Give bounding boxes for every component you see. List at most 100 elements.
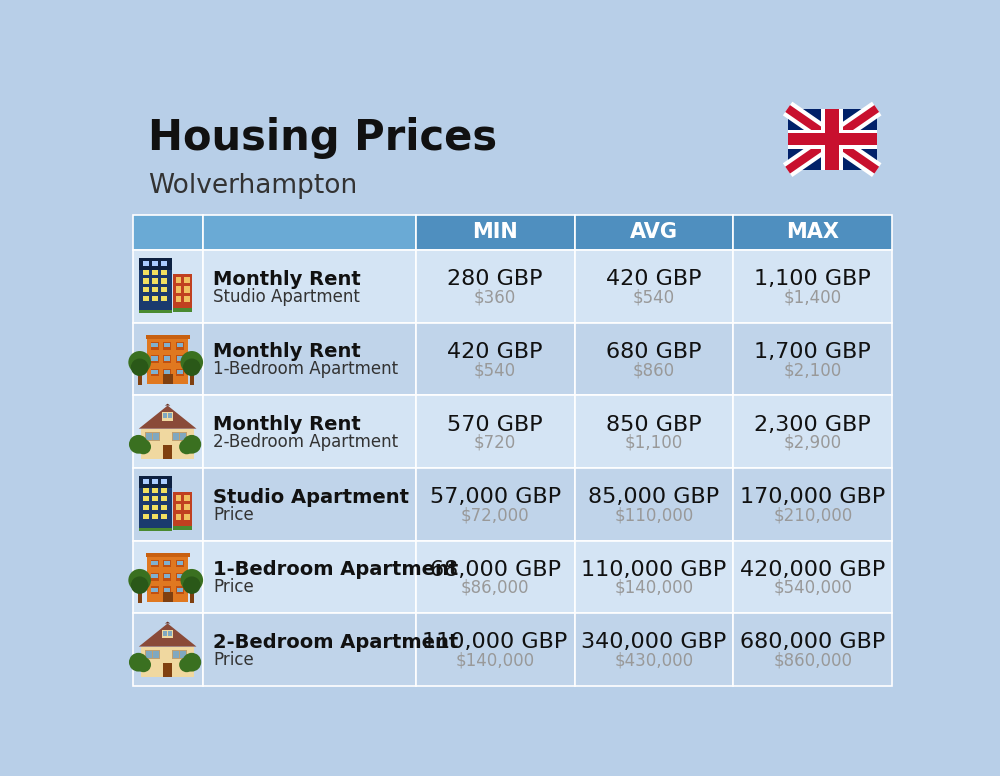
Bar: [151, 369, 158, 374]
Bar: [151, 574, 158, 578]
Bar: [143, 279, 149, 283]
Bar: [176, 277, 181, 283]
Bar: [152, 479, 158, 484]
Bar: [574, 613, 733, 686]
Bar: [574, 468, 733, 541]
Text: Price: Price: [213, 651, 254, 669]
Bar: [176, 494, 181, 501]
Bar: [133, 541, 202, 613]
Text: 680 GBP: 680 GBP: [606, 342, 702, 362]
Bar: [164, 587, 170, 591]
Text: 1-Bedroom Apartment: 1-Bedroom Apartment: [213, 560, 459, 580]
Text: MAX: MAX: [786, 223, 839, 242]
Circle shape: [183, 359, 201, 376]
Bar: [152, 505, 158, 510]
Bar: [161, 296, 167, 301]
Bar: [176, 587, 184, 594]
Bar: [151, 356, 158, 361]
Bar: [139, 476, 172, 487]
Polygon shape: [162, 407, 173, 412]
Bar: [163, 342, 171, 349]
Circle shape: [129, 435, 148, 454]
Text: 420 GBP: 420 GBP: [447, 342, 543, 362]
Bar: [161, 487, 167, 493]
Bar: [133, 468, 202, 541]
Text: 110,000 GBP: 110,000 GBP: [581, 559, 727, 580]
Bar: [143, 497, 149, 501]
Bar: [184, 277, 190, 283]
Circle shape: [128, 351, 151, 373]
Polygon shape: [165, 404, 170, 406]
Bar: [138, 591, 142, 603]
Bar: [139, 258, 172, 270]
Bar: [416, 396, 574, 468]
Bar: [176, 514, 181, 520]
Bar: [141, 646, 194, 677]
Text: 340,000 GBP: 340,000 GBP: [581, 632, 727, 653]
Text: 850 GBP: 850 GBP: [606, 414, 702, 435]
Bar: [176, 504, 181, 511]
Text: Studio Apartment: Studio Apartment: [213, 487, 409, 507]
Bar: [151, 561, 158, 565]
Bar: [164, 343, 170, 348]
Bar: [733, 215, 892, 250]
Text: 1,100 GBP: 1,100 GBP: [754, 269, 871, 289]
Text: $86,000: $86,000: [461, 579, 529, 597]
Text: $210,000: $210,000: [773, 506, 852, 525]
Text: 420 GBP: 420 GBP: [606, 269, 702, 289]
Bar: [147, 335, 188, 384]
Text: 2-Bedroom Apartment: 2-Bedroom Apartment: [213, 633, 459, 652]
Bar: [145, 431, 160, 442]
Bar: [788, 109, 877, 170]
Bar: [173, 274, 192, 308]
Bar: [176, 296, 181, 302]
Bar: [139, 258, 172, 310]
Circle shape: [128, 569, 151, 591]
Bar: [139, 476, 172, 528]
Bar: [172, 431, 187, 442]
Text: Monthly Rent: Monthly Rent: [213, 342, 361, 362]
Bar: [163, 355, 171, 362]
Text: $1,100: $1,100: [625, 434, 683, 452]
Text: $540: $540: [633, 289, 675, 307]
Text: $2,100: $2,100: [784, 361, 842, 379]
Circle shape: [131, 359, 148, 376]
Text: MIN: MIN: [472, 223, 518, 242]
Bar: [574, 215, 733, 250]
Text: Wolverhampton: Wolverhampton: [148, 172, 358, 199]
Bar: [151, 343, 158, 348]
Bar: [176, 342, 184, 349]
Bar: [168, 413, 172, 418]
Bar: [177, 343, 183, 348]
Text: $720: $720: [474, 434, 516, 452]
Text: Price: Price: [213, 578, 254, 596]
Circle shape: [136, 657, 151, 672]
Bar: [146, 553, 190, 557]
Bar: [733, 396, 892, 468]
Bar: [161, 505, 167, 510]
Bar: [202, 613, 416, 686]
Circle shape: [179, 657, 194, 672]
Bar: [133, 613, 202, 686]
Bar: [825, 109, 839, 170]
Bar: [152, 497, 158, 501]
Bar: [151, 355, 159, 362]
Circle shape: [136, 439, 151, 454]
Bar: [176, 560, 184, 567]
Bar: [162, 412, 173, 421]
Text: 170,000 GBP: 170,000 GBP: [740, 487, 885, 508]
Bar: [176, 573, 184, 580]
Bar: [146, 650, 152, 658]
Bar: [151, 587, 158, 591]
Bar: [146, 433, 152, 440]
Circle shape: [180, 351, 203, 373]
Text: $110,000: $110,000: [614, 506, 694, 525]
Bar: [177, 574, 183, 578]
Text: 680,000 GBP: 680,000 GBP: [740, 632, 885, 653]
Text: Housing Prices: Housing Prices: [148, 116, 497, 159]
Bar: [161, 261, 167, 266]
Bar: [163, 592, 173, 602]
Bar: [416, 613, 574, 686]
Text: 2,300 GBP: 2,300 GBP: [754, 414, 871, 435]
Bar: [146, 335, 190, 339]
